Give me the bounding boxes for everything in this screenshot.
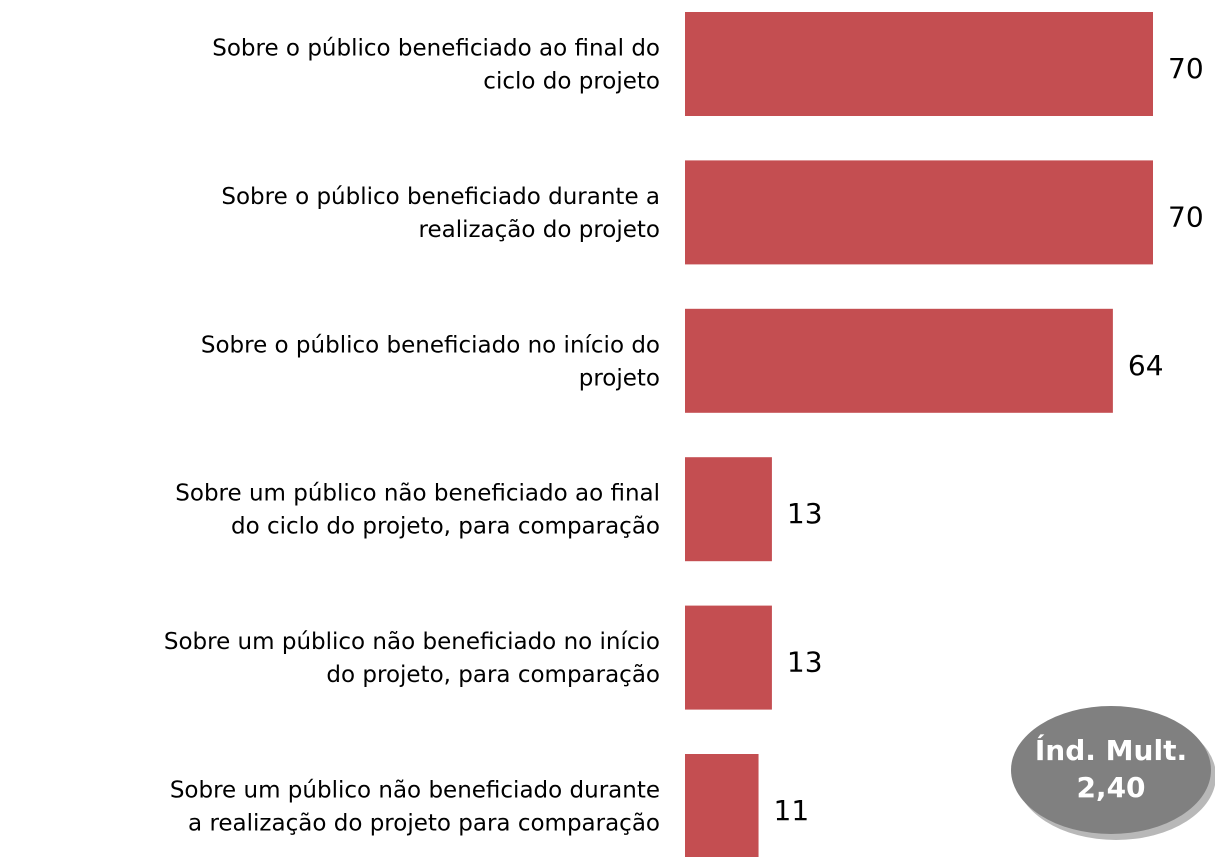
badge xyxy=(1011,706,1211,834)
value-label: 13 xyxy=(787,497,823,530)
category-label: do ciclo do projeto, para comparação xyxy=(231,514,660,540)
category-label: Sobre um público não beneficiado no iníc… xyxy=(164,629,660,655)
value-label: 70 xyxy=(1168,200,1204,233)
value-label: 64 xyxy=(1128,349,1164,382)
badge-text: 2,40 xyxy=(1076,771,1145,804)
value-label: 13 xyxy=(787,646,823,679)
bar xyxy=(685,308,1113,413)
category-label: a realização do projeto para comparação xyxy=(188,811,660,837)
category-label: do projeto, para comparação xyxy=(326,662,660,688)
category-label: Sobre o público beneficiado durante a xyxy=(221,184,660,210)
bar xyxy=(685,160,1153,265)
category-label: Sobre um público não beneficiado durante xyxy=(170,778,660,804)
bar xyxy=(685,12,1153,116)
category-label: realização do projeto xyxy=(419,217,661,243)
category-label: projeto xyxy=(579,365,660,391)
bar xyxy=(685,754,759,857)
category-label: Sobre o público beneficiado ao final do xyxy=(212,36,660,62)
value-label: 70 xyxy=(1168,52,1204,85)
bar xyxy=(685,457,772,562)
value-label: 11 xyxy=(774,794,810,827)
bar xyxy=(685,605,772,710)
category-label: ciclo do projeto xyxy=(483,69,660,95)
badge-title: Índ. Mult. xyxy=(1035,733,1187,767)
category-label: Sobre um público não beneficiado ao fina… xyxy=(175,481,660,507)
category-label: Sobre o público beneficiado no início do xyxy=(201,332,660,358)
